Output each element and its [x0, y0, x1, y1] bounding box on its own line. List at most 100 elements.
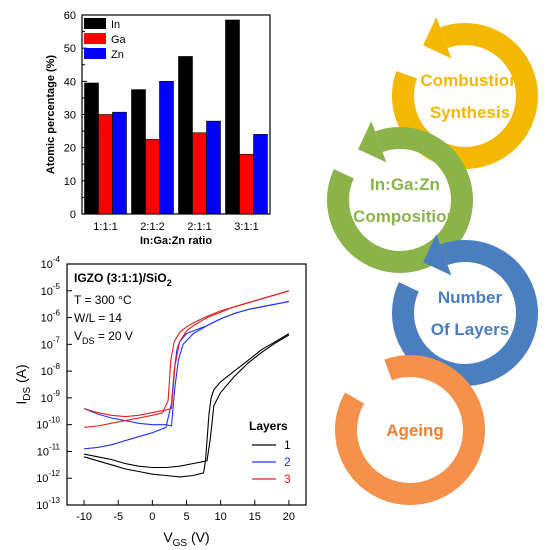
transfer-ytick-label: 10-6 — [41, 309, 61, 325]
transfer-x-axis-label-sub: GS — [173, 538, 188, 549]
bar-ytick-label: 30 — [64, 110, 76, 122]
transfer-xtick-label: 15 — [249, 511, 261, 523]
bar-ga-1 — [145, 139, 160, 215]
cycle-arrowhead-2 — [423, 234, 452, 276]
transfer-condition-main: T = 300 °C — [74, 293, 132, 307]
bar-ytick-label: 10 — [64, 176, 76, 188]
transfer-xtick-label: 0 — [149, 511, 155, 523]
transfer-condition-main: V — [74, 329, 82, 343]
cycle-label-3-line-0: Ageing — [386, 421, 444, 440]
transfer-ytick-exponent: -6 — [53, 309, 61, 318]
transfer-ytick-exponent: -12 — [48, 469, 60, 478]
cycle-arrowhead-0 — [423, 17, 452, 59]
transfer-ytick-label: 10-5 — [41, 282, 61, 298]
cycle-label-1-line-1: Composition — [353, 207, 457, 226]
bar-zn-3 — [253, 134, 268, 215]
transfer-ytick-base: 10 — [36, 473, 48, 485]
bar-legend-swatch-ga — [84, 33, 106, 44]
transfer-title-sub: 2 — [167, 278, 172, 288]
transfer-curve-layer-1-forward — [83, 333, 290, 478]
transfer-legend-label-2: 2 — [284, 455, 291, 469]
transfer-condition-suffix: = 20 V — [95, 329, 133, 343]
transfer-ytick-label: 10-7 — [41, 335, 61, 351]
bar-in-0 — [84, 82, 99, 215]
transfer-ytick-exponent: -7 — [53, 335, 61, 344]
transfer-ytick-exponent: -11 — [49, 442, 61, 451]
cycle-arrowhead-1 — [358, 121, 387, 163]
bar-ytick-label: 0 — [70, 209, 76, 221]
transfer-ytick-base: 10 — [36, 500, 48, 512]
process-cycle-diagram: Combustion Synthesis In:Ga:Zn Composition Nu… — [327, 17, 538, 506]
cycle-ring-0 — [392, 23, 538, 169]
transfer-x-axis-label-main: V — [163, 529, 173, 545]
transfer-curve-chart: -10 -5 0 5 10 15 2010-1310-1210-1110-1010-910-… — [13, 255, 307, 549]
bar-zn-0 — [112, 111, 127, 215]
cycle-ring-3 — [335, 355, 485, 506]
transfer-y-axis-label-unit: (A) — [13, 364, 29, 387]
transfer-ytick-base: 10 — [41, 286, 53, 298]
transfer-legend-label-1: 1 — [284, 438, 291, 452]
transfer-ytick-base: 10 — [41, 339, 53, 351]
bar-zn-2 — [206, 120, 221, 215]
transfer-condition-0: T = 300 °C — [74, 293, 132, 307]
transfer-xtick-label: 10 — [215, 511, 227, 523]
transfer-legend-label-3: 3 — [284, 472, 291, 486]
bar-y-axis-label: Atomic percentage (%) — [45, 55, 57, 175]
transfer-xtick-label: 20 — [283, 511, 295, 523]
transfer-ytick-exponent: -13 — [48, 496, 60, 505]
bar-zn-1 — [159, 81, 174, 215]
bar-ga-0 — [98, 114, 113, 215]
transfer-curve-layer-1-reverse — [83, 334, 290, 469]
bar-in-1 — [131, 89, 146, 215]
transfer-ytick-base: 10 — [41, 259, 53, 271]
transfer-ytick-label: 10-9 — [41, 389, 61, 405]
transfer-x-axis-label: VGS (V) — [163, 529, 209, 549]
cycle-label-2-line-0: Number — [438, 288, 503, 307]
transfer-ytick-exponent: -8 — [53, 362, 61, 371]
transfer-y-axis-label: IDS (A) — [13, 364, 33, 404]
transfer-ytick-label: 10-11 — [37, 442, 61, 458]
bar-ytick-label: 50 — [64, 43, 76, 55]
bar-legend-label-in: In — [111, 19, 120, 31]
transfer-ytick-base: 10 — [36, 420, 48, 432]
transfer-ytick-exponent: -9 — [53, 389, 61, 398]
cycle-label-0-line-1: Synthesis — [430, 103, 510, 122]
bar-category-label: 3:1:1 — [234, 221, 258, 233]
bar-ga-2 — [192, 132, 207, 215]
transfer-xtick-label: 5 — [183, 511, 189, 523]
transfer-condition-2: VDS = 20 V — [74, 329, 133, 346]
transfer-legend-title: Layers — [249, 419, 288, 433]
bar-ga-3 — [239, 154, 254, 215]
bar-ytick-label: 20 — [64, 143, 76, 155]
bar-category-label: 2:1:1 — [187, 221, 211, 233]
transfer-ytick-exponent: -5 — [53, 282, 61, 291]
bar-ytick-label: 60 — [64, 10, 76, 22]
transfer-ytick-label: 10-13 — [36, 496, 60, 512]
transfer-condition-1: W/L = 14 — [74, 311, 122, 325]
cycle-label-1-line-0: In:Ga:Zn — [370, 175, 440, 194]
transfer-ytick-label: 10-12 — [36, 469, 60, 485]
transfer-y-axis-label-sub: DS — [22, 387, 33, 401]
bar-in-3 — [225, 19, 240, 215]
bar-chart: 0 10 20 30 40 50 60 1:1:1 2:1:2 2:1:1 3:1:1 In:Ga:Z… — [45, 10, 271, 247]
bar-legend-swatch-in — [84, 18, 106, 29]
transfer-ytick-label: 10-8 — [41, 362, 61, 378]
bar-category-label: 2:1:2 — [140, 221, 164, 233]
transfer-ytick-exponent: -10 — [48, 416, 60, 425]
bar-x-axis-label: In:Ga:Zn ratio — [140, 235, 212, 247]
transfer-xtick-label: -10 — [76, 511, 92, 523]
transfer-condition-main: W/L = 14 — [74, 311, 122, 325]
transfer-ytick-label: 10-4 — [41, 255, 61, 271]
bar-category-label: 1:1:1 — [93, 221, 117, 233]
bar-in-2 — [178, 56, 193, 215]
cycle-ring-2 — [392, 239, 538, 386]
bar-ytick-label: 40 — [64, 76, 76, 88]
bar-legend-swatch-zn — [84, 48, 106, 59]
bar-legend-label-ga: Ga — [111, 34, 127, 46]
bar-legend-label-zn: Zn — [111, 49, 124, 61]
transfer-ytick-exponent: -4 — [53, 255, 61, 264]
transfer-ytick-base: 10 — [41, 393, 53, 405]
transfer-curve-layer-3-reverse — [83, 290, 290, 418]
transfer-ytick-base: 10 — [41, 313, 53, 325]
